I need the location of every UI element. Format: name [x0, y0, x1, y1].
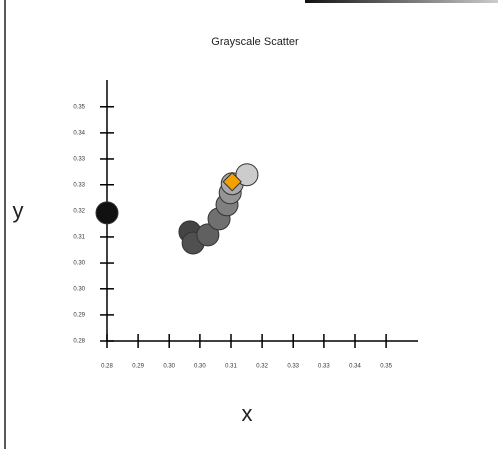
- y-tick-label: 0.29: [73, 312, 85, 318]
- y-axis-label: y: [13, 198, 24, 223]
- diamond-point: [222, 172, 242, 192]
- x-tick-label: 0.34: [349, 364, 361, 370]
- y-tick-label: 0.34: [73, 130, 85, 136]
- x-tick-label: 0.31: [225, 364, 237, 370]
- y-tick-label: 0.30: [73, 286, 85, 292]
- x-tick-label: 0.29: [132, 364, 144, 370]
- x-tick-label: 0.33: [287, 364, 299, 370]
- x-tick-label: 0.33: [318, 364, 330, 370]
- y-tick-label: 0.32: [73, 208, 85, 214]
- y-tick-label: 0.33: [73, 182, 85, 188]
- point: [95, 201, 119, 225]
- y-tick-label: 0.28: [73, 339, 85, 345]
- y-tick-label: 0.31: [73, 235, 85, 241]
- chart-title: Grayscale Scatter: [211, 36, 299, 48]
- x-tick-label: 0.32: [256, 364, 268, 370]
- point: [235, 163, 259, 187]
- x-tick-label: 0.28: [101, 364, 113, 370]
- x-tick-label: 0.30: [194, 364, 206, 370]
- y-tick-label: 0.30: [73, 261, 85, 267]
- y-tick-label: 0.33: [73, 157, 85, 163]
- point: [196, 223, 220, 247]
- top-bar: [305, 0, 498, 3]
- y-tick-label: 0.35: [73, 104, 85, 110]
- x-tick-label: 0.35: [380, 364, 392, 370]
- x-axis-label: x: [242, 401, 253, 426]
- x-tick-label: 0.30: [163, 364, 175, 370]
